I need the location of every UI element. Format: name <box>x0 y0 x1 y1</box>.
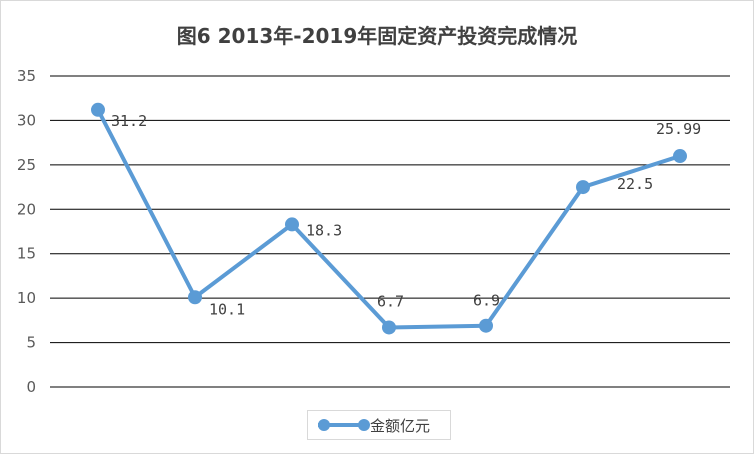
data-point <box>285 217 299 232</box>
data-point <box>673 149 687 164</box>
chart-title: 图6 2013年-2019年固定资产投资完成情况 <box>176 24 578 48</box>
data-point <box>91 102 105 117</box>
data-label: 6.9 <box>473 292 500 310</box>
y-tick-label: 5 <box>26 334 36 352</box>
data-label: 31.2 <box>111 112 147 130</box>
data-point <box>382 320 396 335</box>
data-label: 25.99 <box>656 120 701 138</box>
data-point <box>576 180 590 195</box>
legend-label: 金额亿元 <box>370 417 431 435</box>
data-label: 6.7 <box>377 292 404 310</box>
data-point <box>188 290 202 305</box>
y-tick-label: 35 <box>17 67 36 85</box>
y-tick-label: 10 <box>17 289 36 307</box>
y-tick-label: 25 <box>17 156 36 174</box>
y-tick-label: 0 <box>26 378 36 396</box>
data-label: 22.5 <box>617 175 653 193</box>
data-label: 18.3 <box>306 221 342 239</box>
data-point <box>479 318 493 333</box>
legend <box>307 410 451 440</box>
y-tick-label: 30 <box>17 111 36 129</box>
legend-marker <box>318 419 370 431</box>
data-label: 10.1 <box>209 300 245 318</box>
y-tick-label: 20 <box>17 200 36 218</box>
y-tick-label: 15 <box>17 245 36 263</box>
